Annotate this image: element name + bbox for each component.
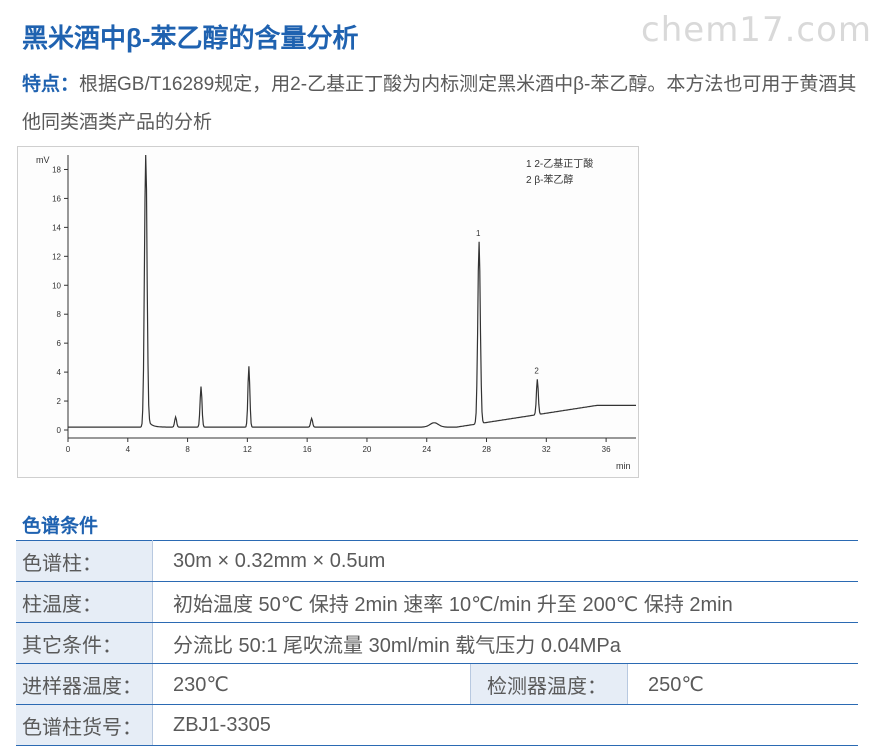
y-tick-label: 2 [57, 397, 62, 406]
param-value: 30m × 0.32mm × 0.5um [152, 540, 858, 582]
y-tick-label: 0 [57, 426, 62, 435]
features-label: 特点： [22, 74, 80, 95]
peak-marker: 2 [534, 366, 539, 375]
y-tick-label: 6 [57, 339, 62, 348]
x-tick-label: 0 [66, 445, 71, 454]
param-value: 分流比 50:1 尾吹流量 30ml/min 载气压力 0.04MPa [152, 622, 858, 664]
watermark: chem17.com [641, 10, 872, 50]
peak-marker: 1 [476, 229, 481, 238]
features-text: 根据GB/T16289规定，用2-乙基正丁酸为内标测定黑米酒中β-苯乙醇。本方法… [22, 74, 857, 133]
x-tick-label: 32 [542, 445, 551, 454]
param-label: 柱温度： [16, 581, 153, 623]
x-tick-label: 36 [602, 445, 611, 454]
conditions-table: 色谱柱： 30m × 0.32mm × 0.5um 柱温度： 初始温度 50℃ … [16, 540, 858, 746]
param-label: 其它条件： [16, 622, 153, 664]
table-row: 色谱柱： 30m × 0.32mm × 0.5um [16, 540, 858, 582]
table-row: 其它条件： 分流比 50:1 尾吹流量 30ml/min 载气压力 0.04MP… [16, 622, 858, 664]
page-title: 黑米酒中β-苯乙醇的含量分析 [22, 23, 359, 53]
features-paragraph: 特点：根据GB/T16289规定，用2-乙基正丁酸为内标测定黑米酒中β-苯乙醇。… [22, 66, 872, 142]
x-tick-label: 28 [482, 445, 491, 454]
param-value: 初始温度 50℃ 保持 2min 速率 10℃/min 升至 200℃ 保持 2… [152, 581, 858, 623]
param-value: 250℃ [627, 663, 858, 705]
legend-item-1: 1 2-乙基正丁酸 [526, 157, 593, 170]
peak-label: 1 [476, 229, 481, 238]
y-tick-label: 8 [57, 310, 62, 319]
x-tick-label: 24 [422, 445, 431, 454]
param-label: 色谱柱： [16, 540, 153, 582]
x-tick-label: 8 [185, 445, 190, 454]
param-label: 进样器温度： [16, 663, 153, 705]
y-tick-label: 18 [52, 165, 61, 174]
legend-item-2: 2 β-苯乙醇 [526, 173, 573, 186]
x-tick-label: 20 [362, 445, 371, 454]
x-unit-label: min [616, 461, 631, 471]
y-tick-label: 4 [57, 368, 62, 377]
y-unit-label: mV [36, 155, 50, 165]
y-tick-label: 12 [52, 252, 61, 261]
x-tick-label: 12 [243, 445, 252, 454]
table-row: 色谱柱货号： ZBJ1-3305 [16, 704, 858, 746]
x-tick-label: 4 [126, 445, 131, 454]
chromatogram-trace [68, 154, 636, 428]
x-tick-label: 16 [303, 445, 312, 454]
y-tick-label: 16 [52, 194, 61, 203]
table-row: 进样器温度： 230℃ 检测器温度： 250℃ [16, 663, 858, 705]
peak-label: 2 [534, 366, 539, 375]
y-tick-label: 10 [52, 281, 61, 290]
param-label: 色谱柱货号： [16, 704, 153, 746]
y-tick-label: 14 [52, 223, 61, 232]
section-title: 色谱条件 [22, 516, 99, 537]
param-label: 检测器温度： [470, 663, 628, 705]
param-value: ZBJ1-3305 [152, 704, 858, 746]
table-row: 柱温度： 初始温度 50℃ 保持 2min 速率 10℃/min 升至 200℃… [16, 581, 858, 623]
param-value: 230℃ [152, 663, 471, 705]
